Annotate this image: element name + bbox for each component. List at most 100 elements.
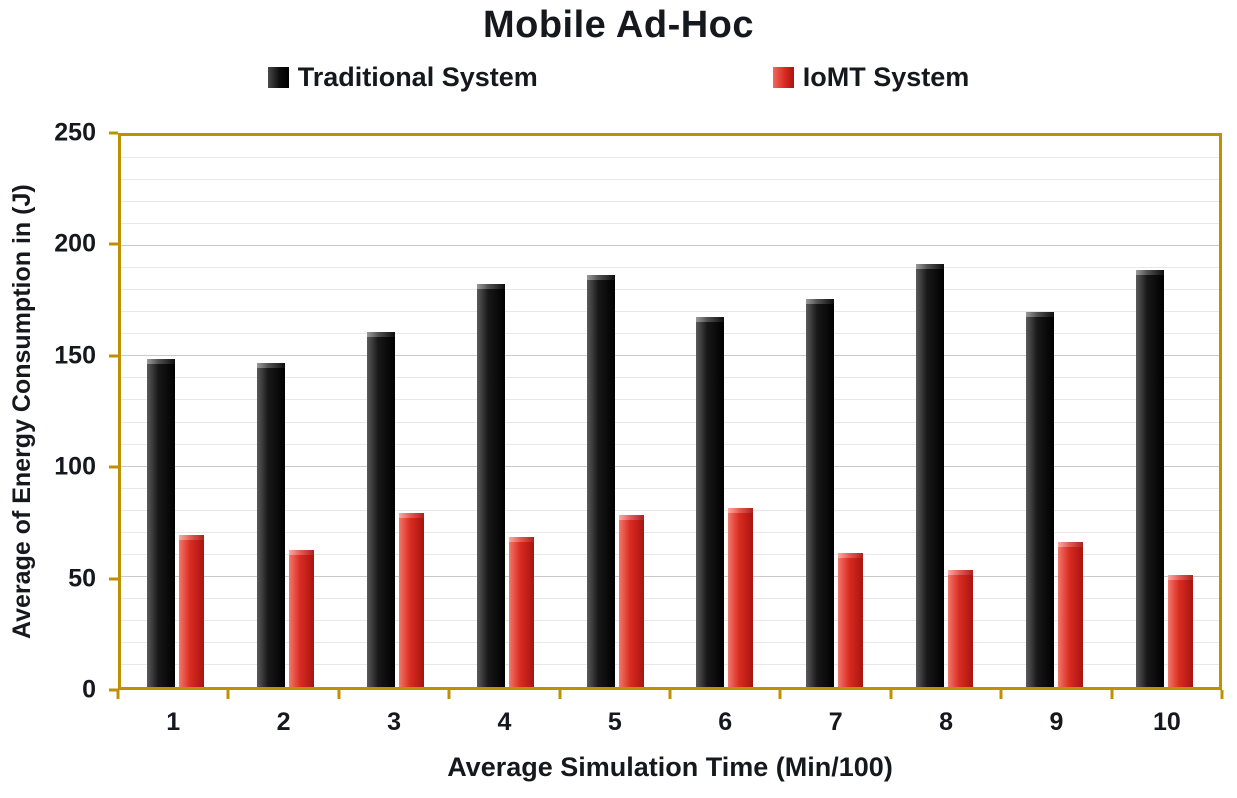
- bar-group-9: [999, 136, 1109, 687]
- x-axis-tickmarks: [116, 690, 1224, 700]
- bar-traditional-x3: [366, 332, 395, 687]
- gridline-minor: [121, 157, 1219, 159]
- legend-swatch-iomt: [772, 67, 794, 88]
- y-tick-mark: [109, 465, 118, 469]
- bar-groups: [121, 136, 1219, 687]
- bar-group-7: [780, 136, 890, 687]
- bar-traditional-x7: [806, 299, 835, 687]
- bar-group-5: [560, 136, 670, 687]
- legend-item-traditional: Traditional System: [267, 62, 538, 93]
- y-tick-label-0: 0: [82, 675, 96, 704]
- bar-iomt-x10: [1167, 574, 1193, 687]
- bar-iomt-x5: [618, 515, 644, 687]
- y-tick-mark: [109, 131, 118, 135]
- y-tick-label-100: 100: [54, 452, 96, 481]
- gridline-minor: [121, 201, 1219, 203]
- bar-group-4: [450, 136, 560, 687]
- bar-iomt-x2: [289, 550, 315, 687]
- bar-traditional-x8: [915, 263, 944, 687]
- x-tick-label-8: 8: [939, 708, 953, 736]
- bar-traditional-x2: [257, 363, 286, 687]
- x-tick-label-2: 2: [276, 708, 291, 736]
- x-tick-mark: [337, 690, 341, 699]
- bar-traditional-x6: [696, 316, 725, 687]
- legend-label-iomt: IoMT System: [802, 62, 970, 92]
- x-tick-label-3: 3: [387, 708, 401, 736]
- y-tick-mark: [109, 577, 118, 581]
- y-tick-label-250: 250: [54, 118, 96, 147]
- y-tick-mark: [109, 242, 118, 246]
- gridline-minor: [121, 333, 1219, 335]
- bar-traditional-x9: [1025, 312, 1054, 687]
- x-tick-mark: [116, 690, 120, 699]
- bar-traditional-x4: [476, 283, 505, 687]
- x-tick-label-1: 1: [166, 708, 181, 736]
- bar-iomt-x4: [508, 537, 534, 687]
- x-tick-mark: [889, 690, 893, 699]
- gridline-minor: [121, 487, 1219, 489]
- bar-group-1: [121, 136, 231, 687]
- bar-group-6: [670, 136, 780, 687]
- gridline-minor: [121, 531, 1219, 533]
- legend-label-traditional: Traditional System: [297, 62, 538, 92]
- chart-title: Mobile Ad-Hoc: [482, 4, 755, 46]
- legend-swatch-traditional: [267, 67, 289, 88]
- bar-iomt-x6: [728, 508, 754, 687]
- gridline-minor: [121, 641, 1219, 643]
- x-axis-labels: 1 2 3 4 5 6 7 8 9 10: [118, 708, 1222, 737]
- gridline-major: [121, 245, 1219, 247]
- bar-iomt-x7: [838, 552, 864, 687]
- bar-iomt-x8: [947, 570, 973, 687]
- gridline-minor: [121, 421, 1219, 423]
- gridline-minor: [121, 377, 1219, 379]
- x-tick-mark: [778, 690, 782, 699]
- gridline-minor: [121, 399, 1219, 401]
- bar-group-3: [341, 136, 451, 687]
- bar-iomt-x1: [179, 534, 205, 687]
- gridline-minor: [121, 443, 1219, 445]
- x-axis-title: Average Simulation Time (Min/100): [447, 752, 893, 782]
- x-tick-mark: [226, 690, 230, 699]
- gridline-major: [121, 465, 1219, 467]
- x-tick-label-7: 7: [828, 708, 843, 736]
- x-tick-mark: [558, 690, 562, 699]
- gridline-minor: [121, 509, 1219, 511]
- x-tick-label-9: 9: [1049, 708, 1064, 736]
- bar-group-2: [231, 136, 341, 687]
- x-tick-label-6: 6: [718, 708, 733, 736]
- y-tick-label-200: 200: [54, 229, 96, 258]
- x-tick-mark: [1110, 690, 1114, 699]
- x-tick-label-5: 5: [607, 708, 622, 736]
- y-tick-mark: [109, 688, 118, 692]
- gridline-minor: [121, 267, 1219, 269]
- legend: Traditional System IoMT System: [0, 62, 1237, 93]
- gridline-minor: [121, 597, 1219, 599]
- bar-iomt-x9: [1057, 541, 1083, 687]
- bar-traditional-x1: [147, 358, 176, 687]
- gridline-minor: [121, 663, 1219, 665]
- gridline-minor: [121, 619, 1219, 621]
- bar-group-10: [1109, 136, 1219, 687]
- x-tick-mark: [668, 690, 672, 699]
- x-tick-label-10: 10: [1152, 708, 1181, 736]
- bar-traditional-x10: [1135, 270, 1164, 687]
- gridline-minor: [121, 223, 1219, 225]
- x-tick-mark: [447, 690, 451, 699]
- bar-group-8: [890, 136, 1000, 687]
- gridline-major: [121, 355, 1219, 357]
- x-tick-mark: [1220, 690, 1224, 699]
- gridline-minor: [121, 553, 1219, 555]
- y-tick-label-50: 50: [68, 564, 96, 593]
- legend-item-iomt: IoMT System: [772, 62, 970, 93]
- bar-iomt-x3: [398, 512, 424, 687]
- bar-traditional-x5: [586, 274, 615, 687]
- y-axis-ticks: 0 50 100 150 200 250: [0, 120, 118, 702]
- gridline-minor: [121, 289, 1219, 291]
- gridline-minor: [121, 311, 1219, 313]
- x-tick-label-4: 4: [497, 708, 512, 736]
- gridline-minor: [121, 179, 1219, 181]
- plot-area: [118, 133, 1222, 690]
- gridline-major: [121, 575, 1219, 577]
- y-tick-label-150: 150: [54, 341, 96, 370]
